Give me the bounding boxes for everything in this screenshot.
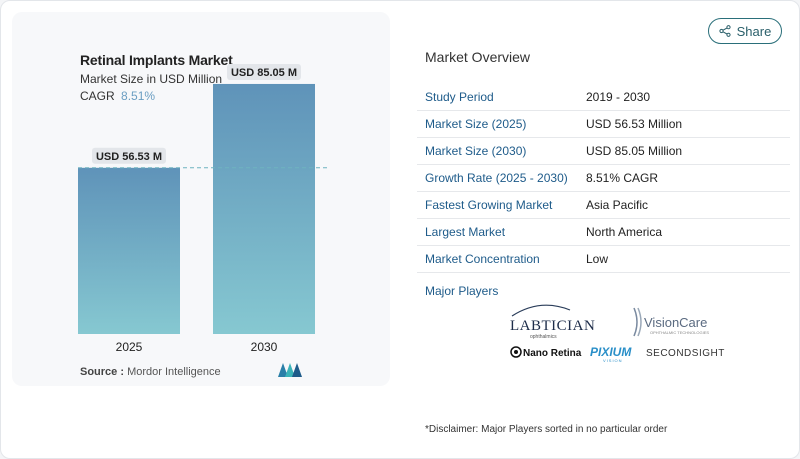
source-line: Source : Mordor Intelligence <box>80 366 221 378</box>
overview-row: Market Size (2025) USD 56.53 Million <box>417 111 790 138</box>
secondsight-text: SECONDSIGHT <box>646 348 725 359</box>
secondsight-logo: SECONDSIGHT <box>646 348 725 359</box>
overview-row: Market Size (2030) USD 85.05 Million <box>417 138 790 165</box>
data-label-bg <box>92 147 166 164</box>
disclaimer: *Disclaimer: Major Players sorted in no … <box>425 424 668 435</box>
overview-key: Growth Rate (2025 - 2030) <box>425 171 568 185</box>
svg-text:OPHTHALMIC TECHNOLOGIES: OPHTHALMIC TECHNOLOGIES <box>650 330 709 335</box>
overview-key: Largest Market <box>425 225 506 239</box>
visioncare-logo: VisionCare OPHTHALMIC TECHNOLOGIES <box>633 307 709 337</box>
overview-table: Study Period 2019 - 2030 Market Size (2025… <box>417 84 790 273</box>
overview-row: Market Concentration Low <box>417 246 790 273</box>
mordor-logo-icon <box>278 363 302 377</box>
category-label: 2030 <box>251 340 278 354</box>
overview-key: Study Period <box>425 90 494 104</box>
pixium-logo: PIXIUM VISION <box>590 345 632 363</box>
overview-row: Fastest Growing Market Asia Pacific <box>417 192 790 219</box>
nanoretina-text: Nano Retina <box>523 348 582 359</box>
data-label-bg <box>227 63 301 80</box>
overview-value: Asia Pacific <box>586 198 649 212</box>
data-label: USD 85.05 M <box>231 67 297 79</box>
bar-2030 <box>213 83 315 334</box>
chart-subtitle: Market Size in USD Million <box>80 72 223 86</box>
cagr: CAGR 8.51% <box>80 89 155 103</box>
category-label: 2025 <box>116 340 143 354</box>
bar-chart: USD 56.53 M 2025 USD 85.05 M 2030 <box>78 63 330 354</box>
overview-row: Study Period 2019 - 2030 <box>417 84 790 111</box>
data-label: USD 56.53 M <box>96 151 162 163</box>
overview-value: North America <box>586 225 663 239</box>
overview-key: Market Size (2025) <box>425 117 527 131</box>
players-title: Major Players <box>425 284 499 298</box>
nanoretina-logo: Nano Retina <box>510 346 582 359</box>
overview-value: USD 85.05 Million <box>586 144 683 158</box>
labtician-text: LABTICIAN <box>510 318 595 334</box>
overview-value: 2019 - 2030 <box>586 90 651 104</box>
overview-value: 8.51% CAGR <box>586 171 659 185</box>
overview-row: Largest Market North America <box>417 219 790 246</box>
share-icon <box>719 25 731 37</box>
overview-value: Low <box>586 252 609 266</box>
overview-row: Growth Rate (2025 - 2030) 8.51% CAGR <box>417 165 790 192</box>
chart-card <box>12 12 390 386</box>
bar-2025 <box>78 167 180 334</box>
svg-text:VISION: VISION <box>603 358 623 363</box>
overview-key: Market Concentration <box>425 252 540 266</box>
cagr-label: CAGR <box>80 89 115 103</box>
overview-value: USD 56.53 Million <box>586 117 683 131</box>
chart-title: Retinal Implants Market <box>80 52 233 68</box>
overview-key: Market Size (2030) <box>425 144 527 158</box>
player-logos: LABTICIAN ophthalmics VisionCare OPHTHAL… <box>510 304 725 363</box>
labtician-logo: LABTICIAN ophthalmics <box>510 304 595 340</box>
visioncare-text: VisionCare <box>644 315 707 330</box>
svg-text:ophthalmics: ophthalmics <box>530 334 557 340</box>
share-button[interactable]: Share <box>708 18 782 44</box>
overview-key: Fastest Growing Market <box>425 198 553 212</box>
pixium-text: PIXIUM <box>590 345 632 359</box>
source-label: Source : <box>80 366 125 378</box>
overview-title: Market Overview <box>425 49 531 65</box>
source-value: Mordor Intelligence <box>127 366 221 378</box>
cagr-value: 8.51% <box>121 89 156 103</box>
share-label: Share <box>736 23 772 39</box>
